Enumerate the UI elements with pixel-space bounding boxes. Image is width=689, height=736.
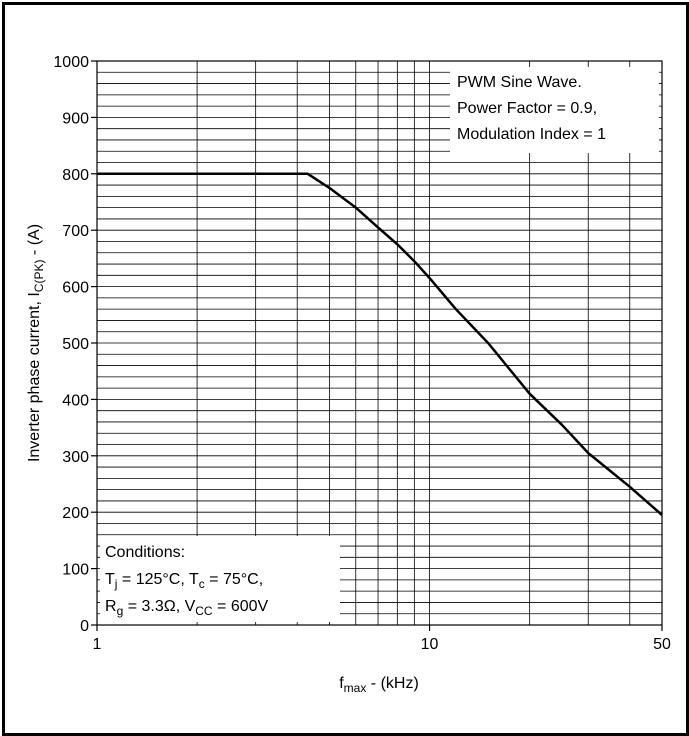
y-tick-label: 200	[62, 505, 89, 522]
y-tick-label: 0	[80, 618, 89, 635]
y-tick-label: 100	[62, 562, 89, 579]
x-tick-label: 50	[653, 636, 671, 653]
y-tick-label: 700	[62, 223, 89, 240]
plot-border	[96, 60, 663, 626]
conditions-temperature: Tj = 125°C, Tc = 75°C,	[105, 571, 263, 591]
x-axis-label: fmax - (kHz)	[339, 675, 419, 695]
derating-chart: 0 100 200 300 400 500 600 700 800 900 1000 1 10 50 PW…	[26, 54, 671, 695]
y-tick-label: 800	[62, 167, 89, 184]
y-tick-label: 1000	[53, 54, 89, 71]
series-line	[97, 172, 663, 516]
x-tick-label: 1	[93, 636, 102, 653]
annotation-modulation-index: Modulation Index = 1	[457, 126, 606, 143]
conditions-box	[100, 536, 340, 622]
conditions-gate-voltage: Rg = 3.3Ω, VCC = 600V	[105, 598, 269, 618]
annotation-pwm: PWM Sine Wave.	[457, 74, 582, 91]
y-tick-label: 600	[62, 280, 89, 297]
y-tick-label: 400	[62, 392, 89, 409]
y-axis-label: Inverter phase current, IC(PK) - (A)	[26, 224, 46, 462]
conditions-title: Conditions:	[105, 544, 185, 561]
y-tick-label: 500	[62, 336, 89, 353]
axis-ticks: 0 100 200 300 400 500 600 700 800 900 1000 1 10 50	[53, 54, 671, 653]
x-tick-label: 10	[421, 636, 439, 653]
y-tick-label: 300	[62, 449, 89, 466]
annotation-power-factor: Power Factor = 0.9,	[457, 100, 597, 117]
y-tick-label: 900	[62, 110, 89, 127]
legend-box	[450, 67, 659, 153]
